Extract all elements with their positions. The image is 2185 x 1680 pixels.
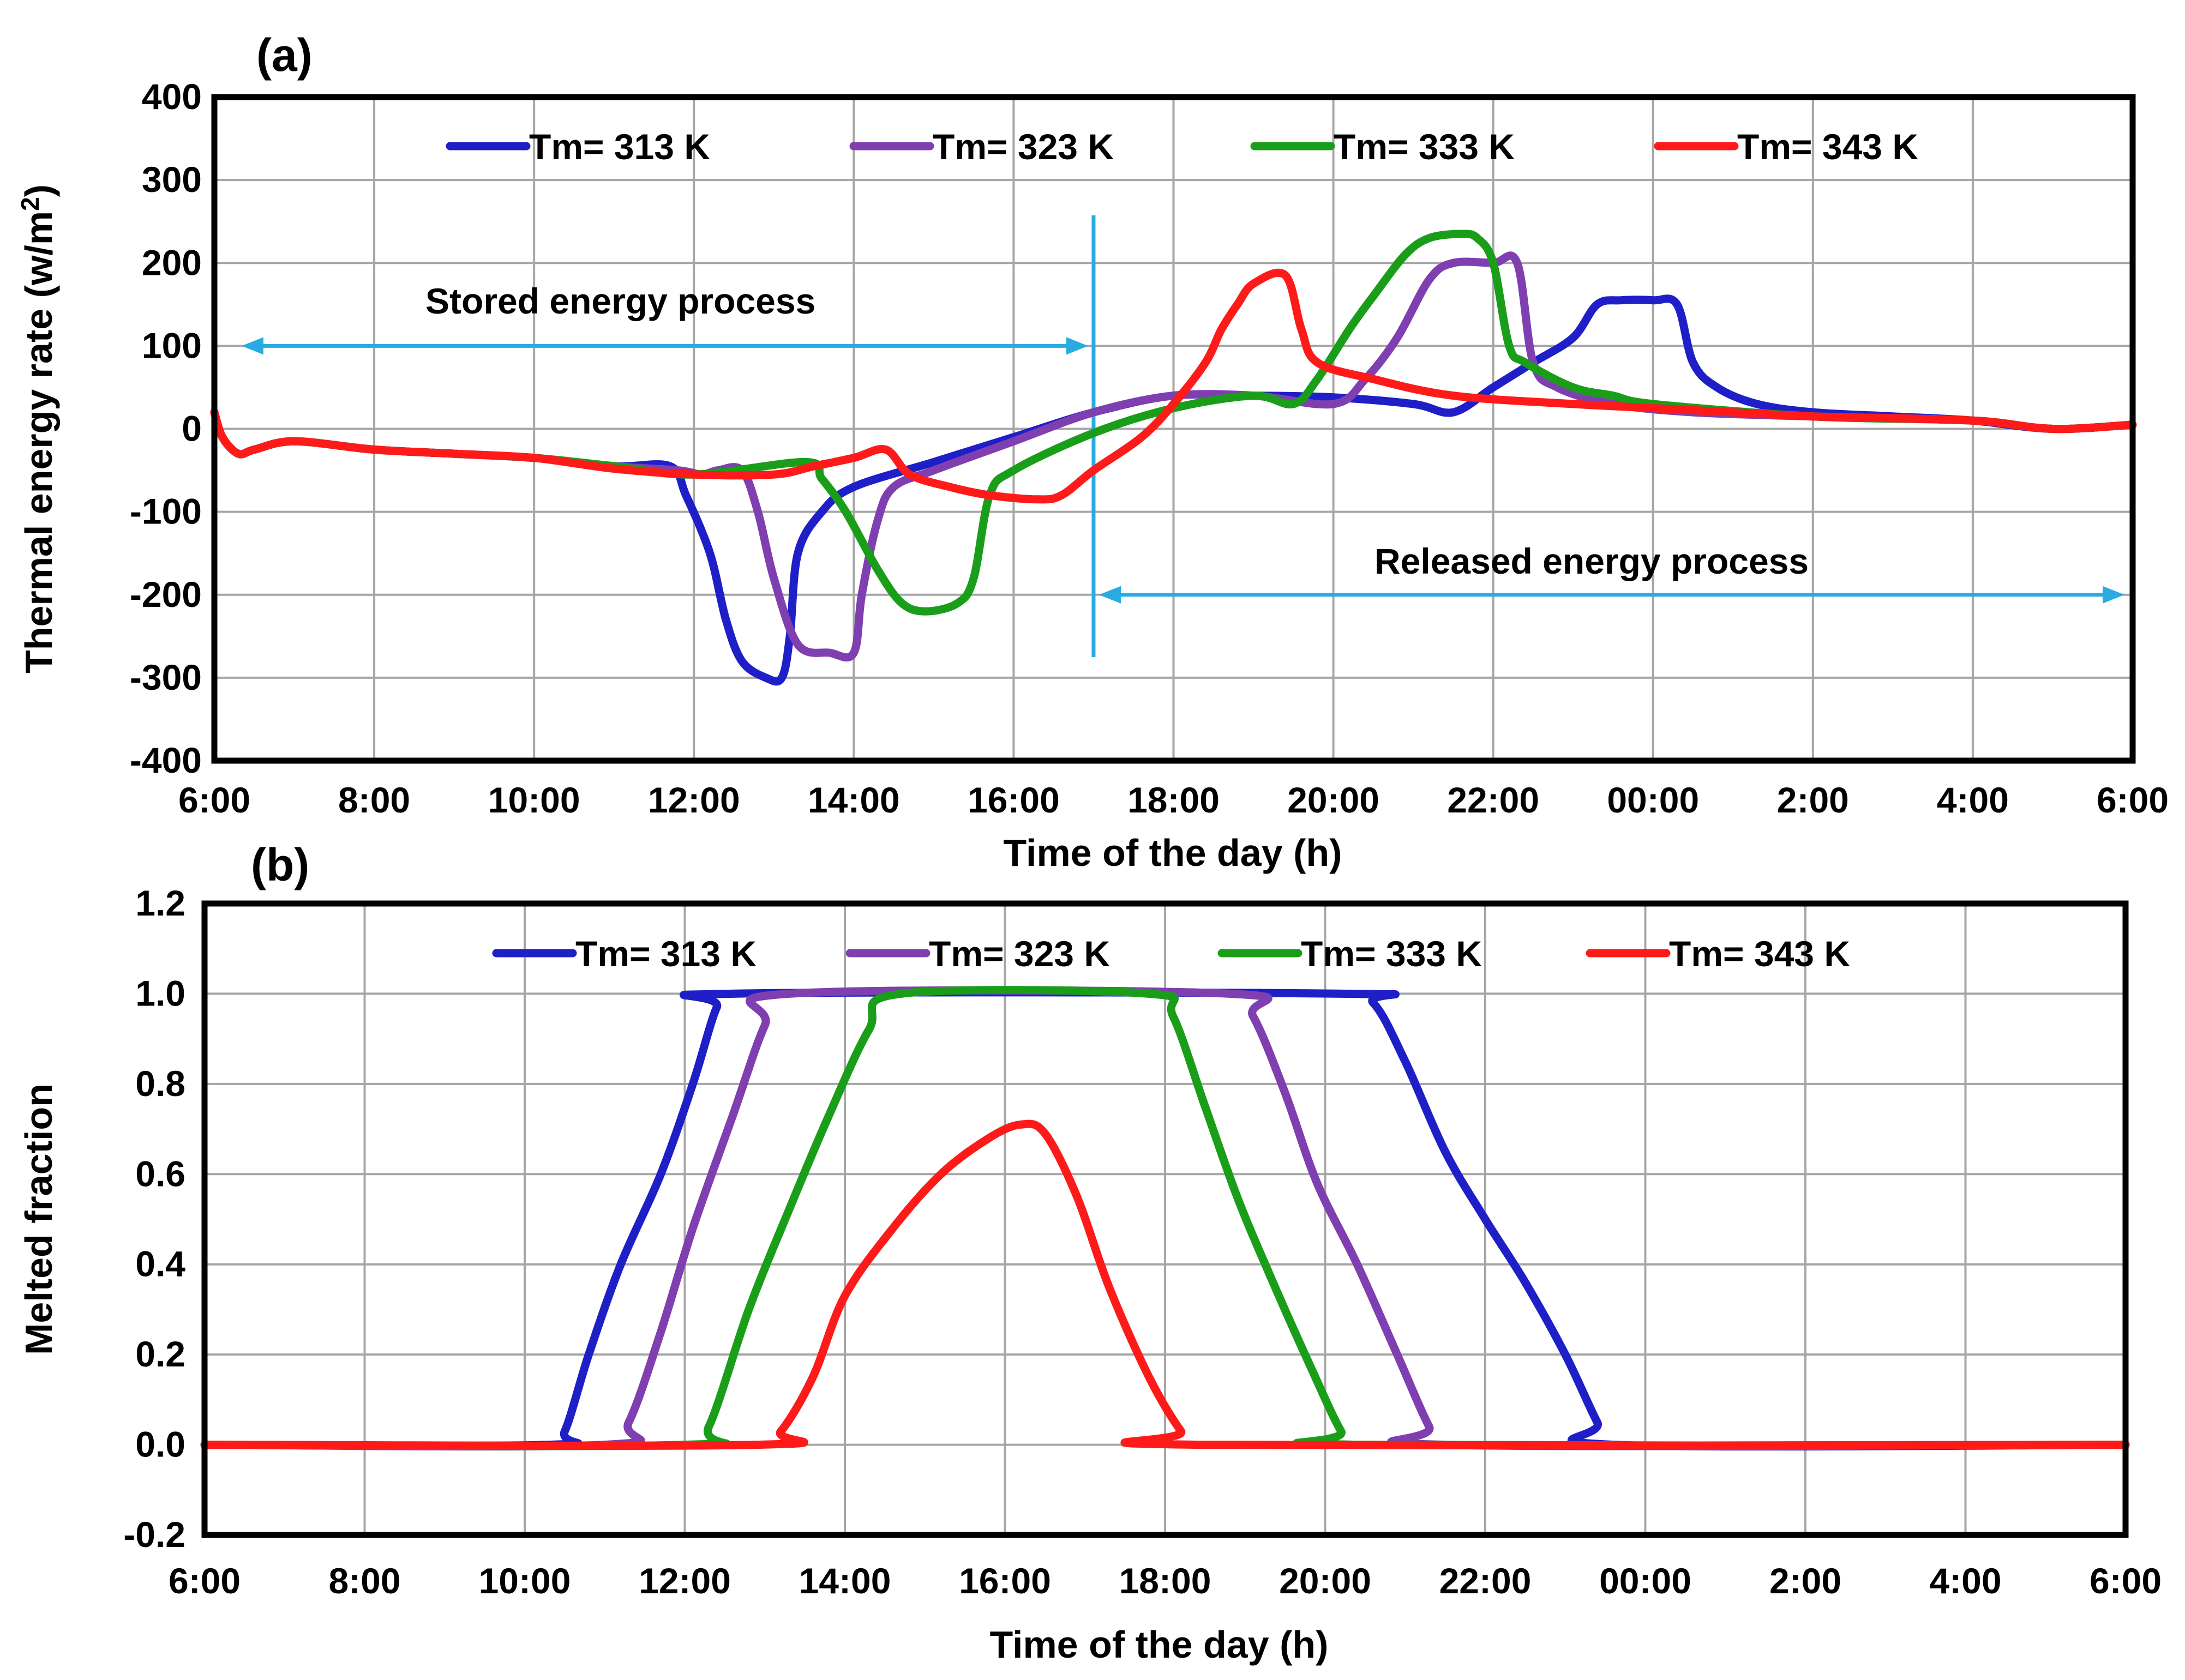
x-tick-label: 12:00 [639, 1561, 731, 1601]
panel-a-annotations: Stored energy process Released energy pr… [242, 215, 2124, 657]
x-tick-label: 22:00 [1439, 1561, 1532, 1601]
released-arrow-head-right [2103, 586, 2124, 604]
stored-arrow-head-right [1066, 337, 1088, 355]
y-tick-label: 0.6 [135, 1153, 185, 1194]
y-tick-label: 1.0 [135, 973, 185, 1013]
x-tick-label: 6:00 [2090, 1561, 2162, 1601]
x-tick-label: 10:00 [479, 1561, 571, 1601]
panel-a-thermal-energy-rate: Stored energy process Released energy pr… [16, 29, 2169, 874]
panel-b-label: (b) [251, 839, 309, 890]
legend-label: Tm= 343 K [1737, 127, 1918, 167]
y-tick-label: 200 [142, 242, 202, 282]
x-tick-label: 4:00 [1929, 1561, 2001, 1601]
x-tick-label: 14:00 [799, 1561, 891, 1601]
panel-a-series [210, 230, 2137, 686]
x-tick-label: 18:00 [1119, 1561, 1211, 1601]
x-tick-label: 20:00 [1279, 1561, 1371, 1601]
panel-b-series [200, 986, 2130, 1451]
panel-a-x-tick-labels: 6:00 8:00 10:00 12:00 14:00 16:00 18:00 20:00 22… [178, 780, 2169, 820]
x-tick-label: 20:00 [1287, 780, 1379, 820]
y-tick-label: -200 [130, 574, 202, 615]
legend-label: Tm= 333 K [1334, 127, 1515, 167]
y-tick-label: 1.2 [135, 883, 185, 923]
x-tick-label: 18:00 [1127, 780, 1220, 820]
panel-a-gridlines [213, 96, 2134, 762]
legend-label: Tm= 333 K [1301, 934, 1482, 974]
x-tick-label: 6:00 [178, 780, 250, 820]
series-line-343k [200, 1119, 2130, 1450]
panel-a-y-tick-labels: 400 300 200 100 0 -100 -200 -300 -400 [130, 76, 202, 780]
y-tick-label: 0.8 [135, 1063, 185, 1104]
panel-a-x-axis-title: Time of the day (h) [1004, 832, 1342, 874]
legend-label: Tm= 313 K [529, 127, 710, 167]
y-tick-label: 0.4 [135, 1244, 185, 1284]
y-tick-label: 0.0 [135, 1424, 185, 1465]
x-tick-label: 6:00 [2097, 780, 2169, 820]
panel-a-y-axis-title: Thermal energy rate (w/m2) [16, 184, 60, 673]
panel-b-x-axis-title: Time of the day (h) [990, 1623, 1329, 1666]
panel-b-melted-fraction: 1.2 1.0 0.8 0.6 0.4 0.2 0.0 -0.2 6:00 8:00 10:00 1… [17, 839, 2162, 1666]
y-tick-label: 300 [142, 159, 202, 200]
y-tick-label: 400 [142, 76, 202, 117]
series-line-323k [200, 986, 2130, 1451]
panel-a-frame [211, 94, 2136, 764]
released-arrow-head-left [1098, 586, 1121, 604]
x-tick-label: 16:00 [968, 780, 1060, 820]
panel-b-y-axis-title: Melted fraction [17, 1083, 60, 1355]
panel-b-x-tick-labels: 6:00 8:00 10:00 12:00 14:00 16:00 18:00 20:00 22… [169, 1561, 2162, 1601]
x-tick-label: 00:00 [1607, 780, 1699, 820]
panel-a-label: (a) [256, 29, 313, 81]
x-tick-label: 8:00 [328, 1561, 400, 1601]
x-tick-label: 2:00 [1769, 1561, 1841, 1601]
x-tick-label: 22:00 [1447, 780, 1539, 820]
stored-arrow-head-left [242, 337, 263, 355]
legend-label: Tm= 323 K [929, 934, 1110, 974]
panel-a-legend: Tm= 313 K Tm= 323 K Tm= 333 K Tm= 343 K [446, 127, 1918, 167]
y-tick-label: 100 [142, 325, 202, 365]
x-tick-label: 14:00 [808, 780, 900, 820]
x-tick-label: 8:00 [338, 780, 410, 820]
y-tick-label: -300 [130, 657, 202, 697]
panel-b-frame [201, 900, 2129, 1538]
x-tick-label: 16:00 [959, 1561, 1051, 1601]
y-tick-label: -0.2 [123, 1514, 185, 1555]
y-tick-label: 0 [182, 408, 202, 449]
series-line-343k [210, 268, 2137, 504]
stored-energy-label: Stored energy process [425, 281, 815, 321]
x-tick-label: 10:00 [488, 780, 580, 820]
panel-b-legend: Tm= 313 K Tm= 323 K Tm= 333 K Tm= 343 K [492, 934, 1850, 974]
x-tick-label: 00:00 [1599, 1561, 1691, 1601]
released-energy-label: Released energy process [1374, 541, 1809, 581]
x-tick-label: 12:00 [648, 780, 740, 820]
x-tick-label: 6:00 [169, 1561, 241, 1601]
y-tick-label: -400 [130, 740, 202, 780]
legend-label: Tm= 313 K [575, 934, 757, 974]
legend-label: Tm= 343 K [1669, 934, 1850, 974]
y-tick-label: 0.2 [135, 1334, 185, 1374]
panel-b-y-tick-labels: 1.2 1.0 0.8 0.6 0.4 0.2 0.0 -0.2 [123, 883, 185, 1555]
x-tick-label: 2:00 [1777, 780, 1849, 820]
y-tick-label: -100 [130, 491, 202, 532]
legend-label: Tm= 323 K [933, 127, 1114, 167]
x-tick-label: 4:00 [1937, 780, 2009, 820]
